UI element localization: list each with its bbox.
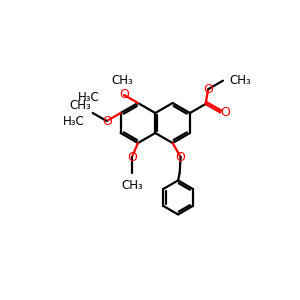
Text: CH₃: CH₃ <box>229 74 251 87</box>
Text: O: O <box>127 151 137 164</box>
Text: CH₃: CH₃ <box>121 179 143 192</box>
Text: O: O <box>203 83 213 96</box>
Text: O: O <box>220 106 230 119</box>
Text: CH₃: CH₃ <box>69 99 91 112</box>
Text: H₃C: H₃C <box>63 115 85 128</box>
Text: O: O <box>176 151 186 164</box>
Text: CH₃: CH₃ <box>111 74 133 87</box>
Text: H₃C: H₃C <box>78 91 100 104</box>
Text: O: O <box>102 115 112 128</box>
Text: O: O <box>119 88 129 101</box>
